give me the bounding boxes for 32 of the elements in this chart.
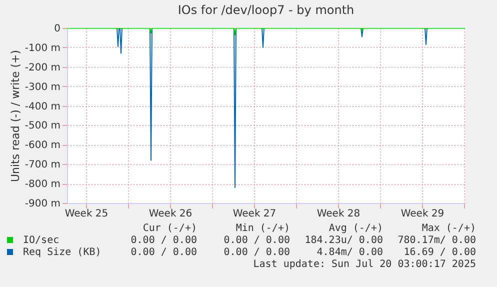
text: 780.17m/ 0.00 — [398, 235, 476, 246]
text: Last update: Sun Jul 20 03:00:17 2025 — [253, 259, 476, 270]
x-tick-label: Week 26 — [148, 208, 192, 220]
y-tick-label: -200 m — [24, 62, 60, 74]
y-tick-label: 0 — [54, 24, 60, 34]
text: Max (-/+) — [422, 223, 476, 234]
text: 0.00 / 0.00 — [130, 235, 197, 246]
legend-label: Req Size (KB) — [23, 247, 102, 258]
x-tick-label: Week 27 — [232, 208, 276, 220]
text: Avg (-/+) — [328, 223, 383, 234]
y-tick-label: -500 m — [24, 120, 60, 132]
text: 0.00 / 0.00 — [130, 247, 197, 258]
y-tick-label: -400 m — [24, 101, 60, 112]
x-tick-label: Week 25 — [64, 208, 108, 220]
chart-title: IOs for /dev/loop7 - by month — [178, 3, 354, 17]
y-tick-label: -100 m — [24, 42, 60, 54]
y-tick-label: -300 m — [24, 82, 60, 93]
text: Min (-/+) — [236, 223, 290, 234]
text: 0.00 / 0.00 — [224, 235, 290, 246]
y-tick-label: -700 m — [24, 160, 60, 171]
text: 184.23u/ 0.00 — [304, 235, 383, 246]
text: 0.00 / 0.00 — [224, 247, 290, 258]
text: 16.69 / 0.00 — [404, 247, 476, 258]
x-tick-label: Week 29 — [400, 208, 444, 220]
y-axis-title: Units read (-) / write (+) — [8, 50, 22, 182]
x-tick-label: Week 28 — [316, 208, 360, 220]
legend-label: IO/sec — [23, 235, 60, 246]
y-tick-label: -800 m — [24, 179, 60, 190]
text: Cur (-/+) — [142, 223, 197, 234]
text: 4.84m/ 0.00 — [316, 247, 383, 258]
y-tick-label: -900 m — [24, 198, 60, 210]
y-tick-label: -600 m — [24, 140, 60, 152]
